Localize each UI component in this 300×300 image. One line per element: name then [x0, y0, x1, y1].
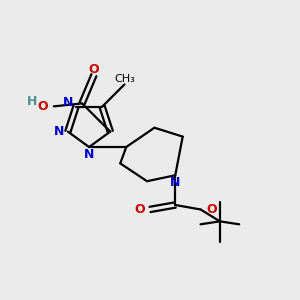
Text: O: O — [38, 100, 48, 113]
Text: O: O — [206, 203, 217, 216]
Text: O: O — [88, 63, 99, 76]
Text: N: N — [54, 125, 65, 138]
Text: H: H — [27, 95, 38, 108]
Text: N: N — [170, 176, 181, 189]
Text: CH₃: CH₃ — [114, 74, 135, 84]
Text: N: N — [63, 96, 74, 109]
Text: N: N — [84, 148, 94, 161]
Text: O: O — [134, 203, 145, 216]
